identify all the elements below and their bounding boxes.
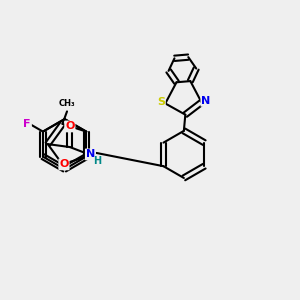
Text: F: F bbox=[23, 119, 31, 129]
Text: O: O bbox=[65, 122, 74, 131]
Text: O: O bbox=[59, 159, 69, 170]
Text: H: H bbox=[93, 156, 101, 166]
Text: S: S bbox=[157, 97, 165, 107]
Text: CH₃: CH₃ bbox=[59, 99, 75, 108]
Text: N: N bbox=[201, 96, 211, 106]
Text: N: N bbox=[86, 149, 95, 159]
